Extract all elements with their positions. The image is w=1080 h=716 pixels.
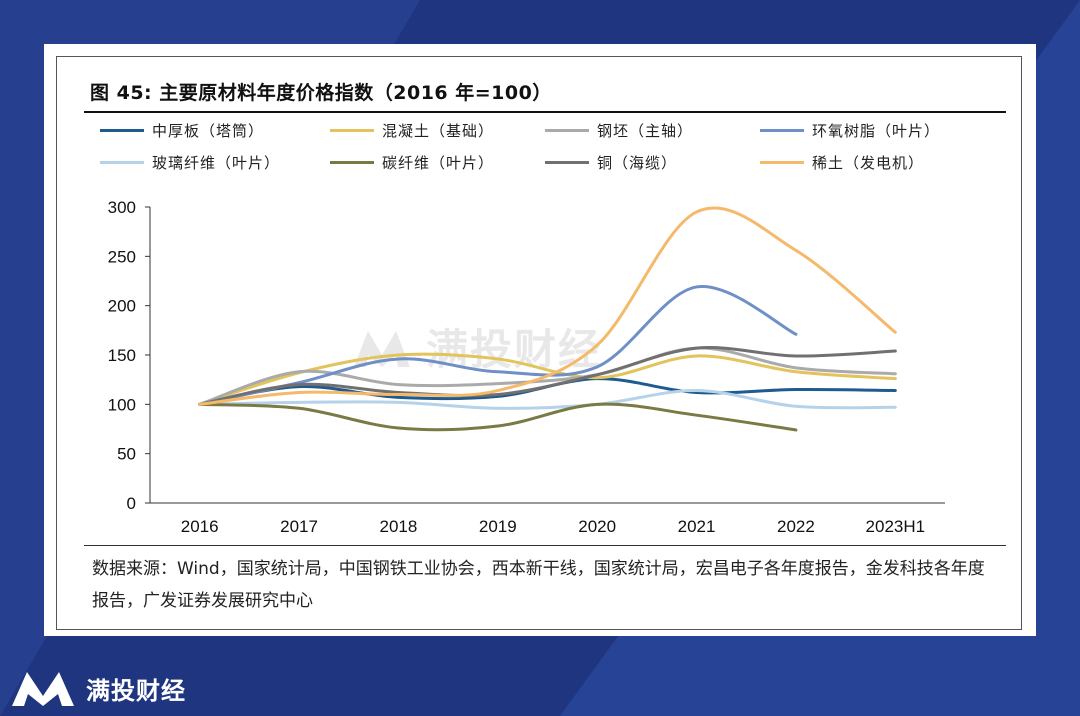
series-line — [198, 206, 897, 406]
series-line — [198, 389, 897, 410]
legend-swatch — [545, 160, 589, 164]
chart-legend: 中厚板（塔筒） 混凝土（基础） 钢坯（主轴） 环氧树脂（叶片） 玻璃纤维（叶片） 碳纤维（… — [100, 116, 1000, 180]
watermark-logo-icon — [354, 330, 410, 367]
source-divider — [84, 545, 1006, 546]
series-line — [198, 402, 798, 432]
x-tick-label: 2021 — [678, 517, 716, 536]
title-divider — [84, 111, 1006, 113]
y-tick-label: 0 — [127, 494, 136, 513]
legend-item: 环氧树脂（叶片） — [760, 116, 940, 144]
legend-item: 钢坯（主轴） — [545, 116, 693, 144]
figure-frame — [56, 56, 1022, 630]
y-tick-label: 300 — [108, 198, 136, 217]
brand-logo-icon — [12, 672, 74, 706]
legend-label: 中厚板（塔筒） — [152, 121, 265, 140]
x-tick-label: 2018 — [380, 517, 418, 536]
legend-swatch — [330, 160, 374, 164]
y-tick-label: 250 — [108, 247, 136, 266]
x-tick-label: 2017 — [280, 517, 318, 536]
legend-swatch — [100, 128, 144, 132]
brand-name: 满投财经 — [86, 676, 186, 705]
y-tick-label: 100 — [108, 395, 136, 414]
legend-label: 玻璃纤维（叶片） — [152, 153, 281, 172]
series-line — [198, 346, 897, 406]
legend-label: 环氧树脂（叶片） — [812, 121, 941, 140]
x-tick-label: 2022 — [777, 517, 815, 536]
legend-swatch — [330, 128, 374, 132]
legend-swatch — [760, 160, 804, 164]
brand-logo: 满投财经 — [10, 668, 186, 708]
legend-item: 铜（海缆） — [545, 148, 677, 176]
legend-item: 混凝土（基础） — [330, 116, 494, 144]
legend-swatch — [545, 128, 589, 132]
legend-item: 稀土（发电机） — [760, 148, 924, 176]
series-line — [198, 285, 798, 406]
legend-swatch — [760, 128, 804, 132]
x-tick-label: 2019 — [479, 517, 517, 536]
figure-card — [44, 44, 1036, 636]
series-line — [198, 346, 897, 406]
legend-label: 稀土（发电机） — [812, 153, 925, 172]
source-note: 数据来源：Wind，国家统计局，中国钢铁工业协会，西本新干线，国家统计局，宏昌电… — [92, 559, 985, 611]
legend-item: 中厚板（塔筒） — [100, 116, 264, 144]
legend-swatch — [100, 160, 144, 164]
legend-item: 碳纤维（叶片） — [330, 148, 494, 176]
y-tick-label: 150 — [108, 346, 136, 365]
legend-label: 钢坯（主轴） — [597, 121, 694, 140]
x-tick-label: 2016 — [181, 517, 219, 536]
legend-label: 混凝土（基础） — [382, 121, 495, 140]
legend-label: 铜（海缆） — [597, 153, 678, 172]
legend-item: 玻璃纤维（叶片） — [100, 148, 280, 176]
x-tick-label: 2023H1 — [866, 517, 926, 536]
y-tick-label: 50 — [117, 445, 136, 464]
figure-title: 图 45: 主要原材料年度价格指数（2016 年=100） — [90, 82, 552, 104]
x-tick-label: 2020 — [578, 517, 616, 536]
legend-label: 碳纤维（叶片） — [382, 153, 495, 172]
y-tick-label: 200 — [108, 297, 136, 316]
